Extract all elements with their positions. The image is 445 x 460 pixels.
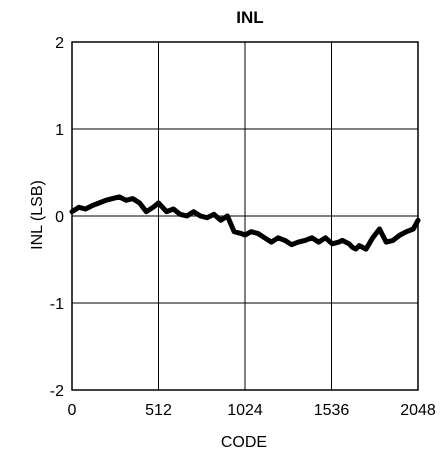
y-tick-label-1: 1 — [55, 122, 64, 139]
y-tick-label-3: -1 — [50, 296, 64, 313]
x-tick-label-0: 0 — [68, 402, 77, 419]
plot-frame — [71, 41, 419, 391]
x-tick-label-4: 2048 — [400, 402, 436, 419]
grid-lines — [72, 42, 418, 390]
y-tick-label-2: 0 — [55, 209, 64, 226]
series-line-0 — [69, 194, 421, 252]
x-axis-label: CODE — [221, 434, 267, 451]
chart-title: INL — [236, 8, 263, 27]
x-tick-labels: 0 512 1024 1536 2048 — [68, 402, 436, 419]
y-tick-labels: 2 1 0 -1 -2 — [50, 35, 64, 400]
series-layer — [69, 194, 421, 252]
y-tick-label-0: 2 — [55, 35, 64, 52]
y-axis-label: INL (LSB) — [29, 180, 46, 250]
x-tick-label-1: 512 — [145, 402, 172, 419]
y-tick-label-4: -2 — [50, 383, 64, 400]
x-tick-label-3: 1536 — [314, 402, 350, 419]
x-tick-label-2: 1024 — [227, 402, 263, 419]
